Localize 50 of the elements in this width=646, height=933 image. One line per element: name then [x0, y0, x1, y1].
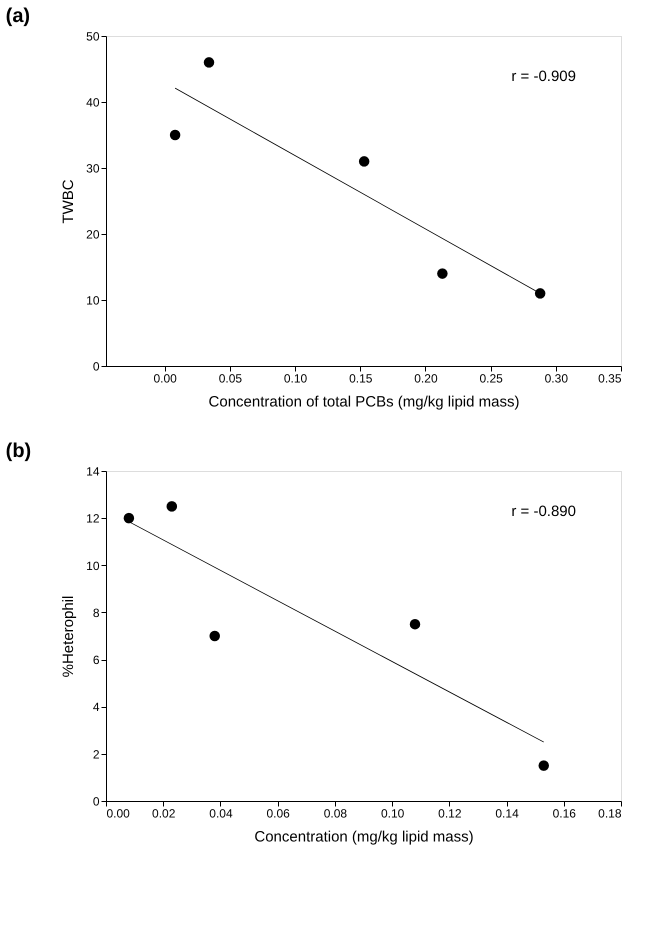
x-tick-label: 0.04	[209, 806, 233, 820]
point	[204, 57, 214, 68]
y-tick-label: 20	[86, 228, 100, 242]
x-tick-label: 0.25	[479, 372, 504, 386]
point	[170, 130, 180, 140]
point	[124, 512, 134, 524]
x-axis-title: Concentration of total PCBs (mg/kg lipid mass)	[208, 394, 520, 410]
x-tick-label: 0.12	[438, 806, 462, 820]
x-tick-label: 0.05	[218, 372, 242, 386]
y-tick-label: 8	[92, 606, 100, 620]
x-tick-label: 0.14	[495, 806, 520, 820]
x-tick-label: 0.00	[153, 372, 178, 386]
x-tick-label: 0.18	[598, 806, 622, 820]
point	[209, 630, 220, 642]
x-tick-label: 0.30	[544, 372, 568, 386]
annotation: r = -0.890	[511, 503, 576, 520]
point	[538, 760, 549, 771]
y-tick-label: 6	[92, 653, 100, 668]
x-tick-label: 0.15	[349, 372, 373, 386]
x-tick-label: 0.20	[414, 372, 438, 386]
y-tick-label: 50	[86, 30, 100, 44]
y-tick-label: 2	[92, 747, 100, 762]
point	[437, 268, 448, 279]
x-tick-label: 0.06	[266, 806, 290, 820]
chart-title: (b)	[6, 440, 32, 462]
y-tick-label: 40	[86, 96, 100, 110]
y-tick-label: 10	[86, 294, 100, 308]
x-tick-label: 0.08	[324, 806, 348, 820]
x-tick-label: 0.00	[106, 806, 130, 820]
y-axis-title: TWBC	[60, 179, 78, 224]
x-tick-label: 0.16	[552, 806, 576, 820]
point	[410, 618, 420, 630]
point	[358, 156, 370, 167]
y-tick-label: 12	[86, 512, 100, 526]
y-tick-label: 30	[86, 162, 100, 176]
x-tick-label: 0.02	[152, 806, 176, 820]
y-tick-label: 0	[92, 360, 100, 374]
annotation: r = -0.909	[511, 68, 576, 85]
x-tick-label: 0.10	[380, 806, 405, 820]
point	[166, 501, 178, 512]
y-tick-label: 10	[86, 558, 100, 573]
x-tick-label: 0.35	[598, 372, 622, 386]
y-axis-title: %Heterophil	[60, 596, 78, 678]
y-tick-label: 14	[86, 464, 100, 478]
x-axis-title: Concentration (mg/kg lipid mass)	[254, 828, 474, 846]
y-tick-label: 4	[92, 700, 100, 714]
chart-title: (a)	[6, 5, 30, 27]
x-tick-label: 0.10	[284, 372, 308, 386]
point	[534, 288, 546, 299]
y-tick-label: 0	[92, 794, 100, 808]
